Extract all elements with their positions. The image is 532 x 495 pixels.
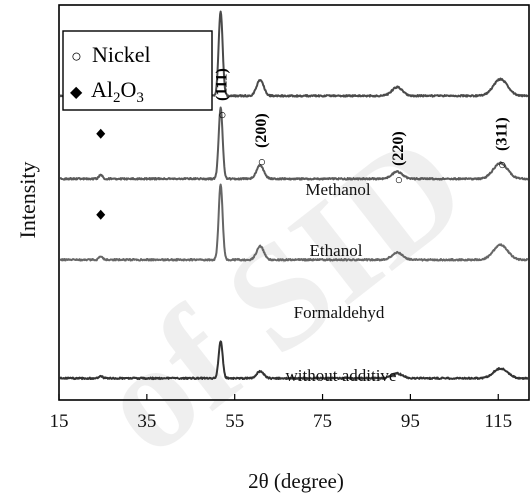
y-axis-label: Intensity [15, 162, 40, 239]
peak-label: ○ (111) [214, 68, 231, 119]
series-name-label: Ethanol [310, 241, 363, 260]
peak-hkl-label: (220) [390, 131, 407, 166]
legend-al2o3-label: Al2O3 [91, 77, 144, 106]
nickel-circle-marker: ○ [216, 111, 231, 119]
peak-hkl-label: (200) [253, 113, 270, 148]
peak-hkl-label: (111) [214, 68, 231, 101]
legend-nickel-symbol: ○ [71, 46, 82, 66]
x-axis-ticks: 15 35 55 75 95 115 [50, 394, 512, 432]
x-axis-label: 2θ (degree) [248, 469, 344, 493]
x-tick-label: 115 [484, 411, 512, 432]
series-name-label: Methanol [305, 180, 370, 199]
series-layer [59, 10, 529, 381]
nickel-circle-marker: ○ [255, 158, 270, 166]
x-tick-label: 95 [401, 411, 420, 432]
legend-box [62, 30, 213, 111]
x-tick-label: 55 [225, 411, 244, 432]
plot-frame [58, 4, 530, 401]
series-line [59, 106, 529, 181]
peak-hkl-label: (311) [493, 117, 510, 151]
peak-label: ○ (200) [253, 113, 270, 166]
peak-labels: ○ (111) ○ (200) ○ (220) ○ (311) [214, 68, 511, 184]
legend: ○ Nickel ◆ Al2O3 [62, 30, 213, 111]
legend-nickel-label: Nickel [92, 42, 151, 67]
al2o3-diamond-marker [96, 209, 106, 220]
nickel-circle-marker: ○ [392, 176, 407, 184]
series-labels: Methanol Ethanol Formaldehyd without additi… [286, 180, 397, 385]
x-tick-label: 35 [137, 411, 156, 432]
x-tick-label: 75 [313, 411, 332, 432]
series-name-label: without additive [286, 366, 397, 385]
series-line [59, 183, 529, 262]
watermark-text: of SID [68, 101, 495, 486]
watermark: of SID [68, 101, 495, 486]
nickel-circle-marker: ○ [495, 161, 510, 169]
peak-label: ○ (220) [390, 131, 407, 184]
series-name-label: Formaldehyd [294, 303, 385, 322]
legend-al2o3-symbol: ◆ [70, 84, 83, 101]
peak-label: ○ (311) [493, 117, 510, 169]
x-tick-label: 15 [50, 411, 69, 432]
al2o3-diamond-marker [96, 128, 106, 139]
series-line [59, 340, 529, 381]
